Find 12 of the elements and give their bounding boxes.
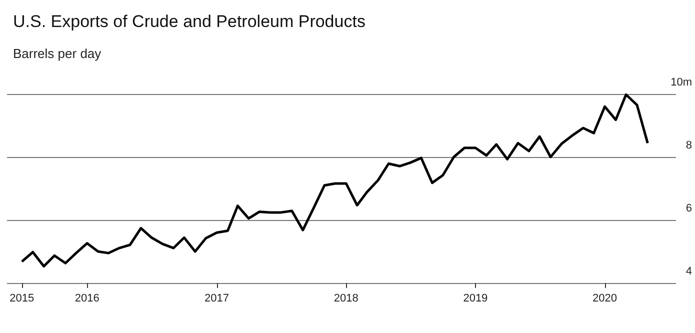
y-tick-label: 6 — [686, 202, 692, 214]
y-tick-label: 8 — [686, 140, 692, 152]
x-tick-label: 2020 — [592, 292, 618, 304]
x-tick-label: 2019 — [463, 292, 488, 304]
chart-title: U.S. Exports of Crude and Petroleum Products — [13, 12, 366, 31]
chart-subtitle: Barrels per day — [13, 46, 102, 61]
x-tick-label: 2015 — [10, 292, 34, 304]
y-tick-label: 10m — [670, 76, 692, 88]
x-tick-label: 2016 — [74, 292, 100, 304]
y-tick-label: 4 — [686, 266, 692, 278]
x-tick-label: 2018 — [334, 292, 358, 304]
x-tick-label: 2017 — [204, 292, 230, 304]
